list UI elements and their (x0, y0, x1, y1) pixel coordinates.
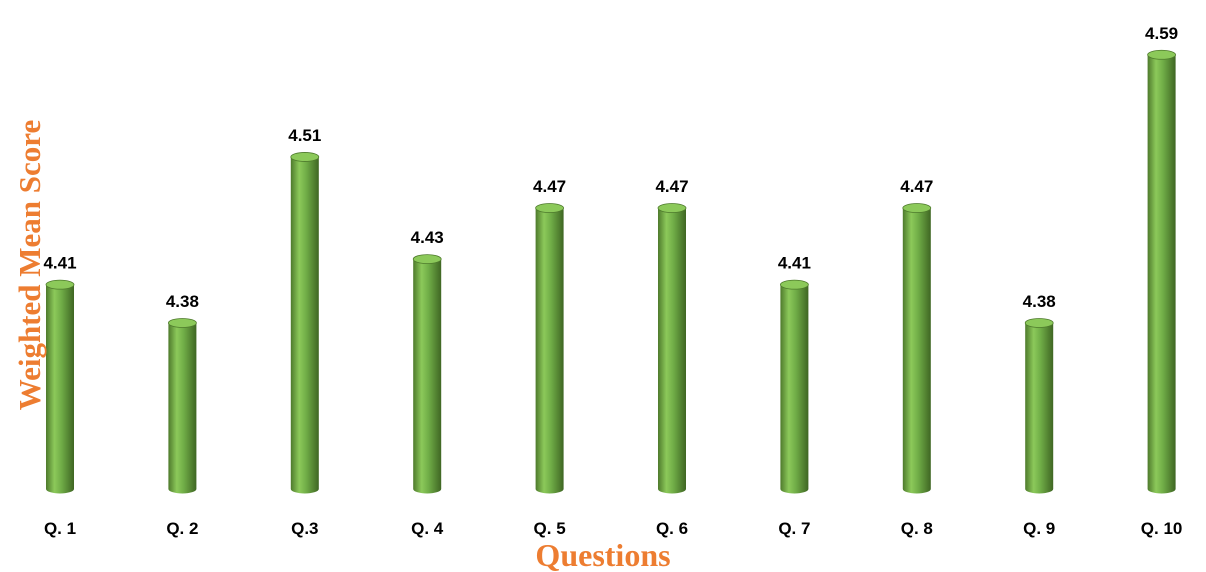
bar-6 (657, 203, 687, 494)
value-labels-group: 4.41 4.38 4.51 4.43 4.47 4.47 4.41 4.47 4.38 4.59 (43, 24, 1178, 311)
bar-2 (167, 318, 197, 494)
category-label-7: Q. 7 (778, 519, 810, 538)
category-label-3: Q.3 (291, 519, 318, 538)
value-label-3: 4.51 (288, 126, 321, 145)
value-label-2: 4.38 (166, 292, 199, 311)
x-axis-title: Questions (535, 537, 670, 572)
value-label-5: 4.47 (533, 177, 566, 196)
category-label-8: Q. 8 (901, 519, 933, 538)
category-label-6: Q. 6 (656, 519, 688, 538)
bar-3 (290, 152, 320, 494)
bars-group (45, 49, 1176, 494)
value-label-8: 4.47 (900, 177, 933, 196)
value-label-9: 4.38 (1023, 292, 1056, 311)
bar-10 (1147, 49, 1176, 494)
category-label-10: Q. 10 (1141, 519, 1183, 538)
y-axis-title: Weighted Mean Score (12, 120, 47, 410)
value-label-10: 4.59 (1145, 24, 1178, 43)
bar-7 (780, 279, 809, 494)
bar-1 (45, 279, 75, 494)
category-label-4: Q. 4 (411, 519, 444, 538)
category-label-5: Q. 5 (534, 519, 566, 538)
value-label-7: 4.41 (778, 254, 811, 273)
value-label-4: 4.43 (411, 228, 444, 247)
category-labels-group: Q. 1 Q. 2 Q.3 Q. 4 Q. 5 Q. 6 Q. 7 Q. 8 Q. 9 Q. 10 (44, 519, 1182, 538)
bar-8 (902, 203, 932, 494)
value-label-6: 4.47 (655, 177, 688, 196)
value-label-1: 4.41 (43, 254, 76, 273)
category-label-9: Q. 9 (1023, 519, 1055, 538)
category-label-1: Q. 1 (44, 519, 76, 538)
bar-9 (1024, 318, 1054, 494)
bar-4 (412, 254, 442, 494)
bar-5 (535, 203, 564, 494)
category-label-2: Q. 2 (166, 519, 198, 538)
